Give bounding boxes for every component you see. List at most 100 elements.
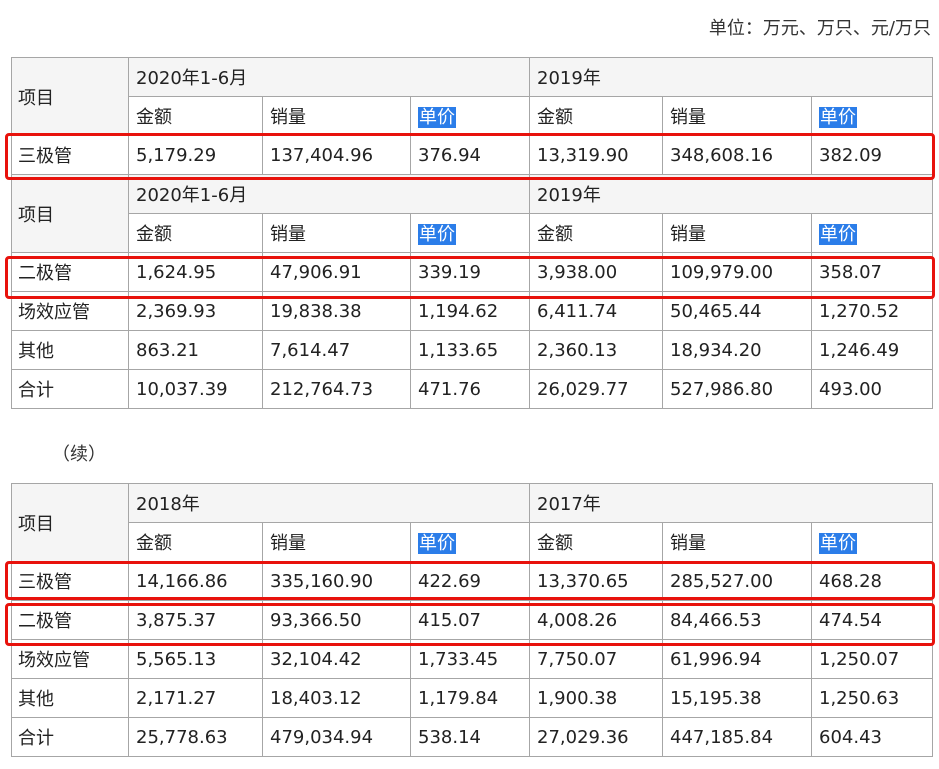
col-header-volume: 销量 [262,522,411,562]
cell: 10,037.39 [128,369,263,409]
header-row-columns: 金额 销量 单价 金额 销量 单价 [12,213,934,253]
cell: 538.14 [410,717,530,757]
cell: 285,527.00 [662,561,812,601]
col-header-unit-price: 单价 [409,96,531,136]
period-header-2018: 2018年 [128,483,530,523]
continued-label: （续） [52,444,106,465]
cell: 1,250.07 [811,639,933,679]
col-header-unit-price: 单价 [811,96,934,136]
cell: 335,160.90 [262,561,411,601]
cell: 415.07 [410,600,530,640]
cell: 422.69 [410,561,530,601]
cell: 471.76 [409,369,531,409]
cell: 1,250.63 [811,678,933,718]
item-header: 项目 [11,57,129,136]
cell: 1,624.95 [128,252,263,292]
table-row: 其他 863.21 7,614.47 1,133.65 2,360.13 18,… [11,330,934,370]
cell: 7,750.07 [529,639,663,679]
cell: 25,778.63 [128,717,263,757]
header-row-columns: 金额 销量 单价 金额 销量 单价 [12,96,934,136]
cell: 15,195.38 [662,678,812,718]
col-header-amount: 金额 [529,522,663,562]
header-row-periods: 项目 2018年 2017年 [11,483,933,562]
col-header-amount: 金额 [128,522,263,562]
col-header-unit-price: 单价 [811,213,934,253]
row-label: 二极管 [11,600,129,640]
cell: 5,565.13 [128,639,263,679]
highlighted-text: 单价 [819,224,858,245]
cell: 1,194.62 [409,291,531,331]
sales-table-2018-2017: 项目 2018年 2017年 金额 销量 单价 金额 销量 单价 三极管 14,… [11,483,933,757]
table-row: 二极管 3,875.37 93,366.50 415.07 4,008.26 8… [11,600,933,640]
row-label: 其他 [11,678,129,718]
row-label: 三极管 [11,561,129,601]
cell: 527,986.80 [662,369,813,409]
highlighted-text: 单价 [418,224,456,245]
item-header: 项目 [11,174,129,253]
table-row: 场效应管 2,369.93 19,838.38 1,194.62 6,411.7… [11,291,934,331]
header-row-columns: 金额 销量 单价 金额 销量 单价 [12,522,933,562]
cell: 18,403.12 [262,678,411,718]
cell: 14,166.86 [128,561,263,601]
cell: 212,764.73 [262,369,411,409]
table-row: 二极管 1,624.95 47,906.91 339.19 3,938.00 1… [11,252,934,292]
col-header-volume: 销量 [262,213,411,253]
cell: 7,614.47 [262,330,411,370]
col-header-volume: 销量 [662,96,813,136]
col-header-unit-price: 单价 [409,213,531,253]
period-header-2017: 2017年 [529,483,933,523]
unit-note: 单位：万元、万只、元/万只 [708,18,931,39]
cell: 339.19 [409,252,531,292]
row-label: 三极管 [11,135,129,175]
cell: 13,370.65 [529,561,663,601]
cell: 61,996.94 [662,639,812,679]
cell: 382.09 [811,135,934,175]
highlighted-text: 单价 [418,533,456,554]
cell: 468.28 [811,561,933,601]
row-label: 合计 [11,717,129,757]
cell: 19,838.38 [262,291,411,331]
period-header-2020h1: 2020年1-6月 [127,57,531,97]
cell: 3,875.37 [128,600,263,640]
col-header-unit-price: 单价 [410,522,530,562]
cell: 4,008.26 [529,600,663,640]
cell: 479,034.94 [262,717,411,757]
row-label: 二极管 [11,252,129,292]
cell: 1,133.65 [409,330,531,370]
table-row: 其他 2,171.27 18,403.12 1,179.84 1,900.38 … [11,678,933,718]
cell: 1,179.84 [410,678,530,718]
cell: 3,938.00 [529,252,664,292]
period-header-2020h1: 2020年1-6月 [127,174,531,214]
cell: 6,411.74 [529,291,664,331]
cell: 376.94 [409,135,531,175]
cell: 18,934.20 [662,330,813,370]
cell: 5,179.29 [128,135,263,175]
col-header-unit-price: 单价 [811,522,933,562]
col-header-volume: 销量 [262,96,411,136]
row-label: 场效应管 [11,639,129,679]
col-header-amount: 金额 [128,96,263,136]
highlighted-text: 单价 [418,107,456,128]
cell: 32,104.42 [262,639,411,679]
table-row: 合计 25,778.63 479,034.94 538.14 27,029.36… [11,717,933,757]
cell: 1,246.49 [811,330,934,370]
cell: 47,906.91 [262,252,411,292]
highlighted-text: 单价 [819,533,857,554]
cell: 348,608.16 [662,135,813,175]
cell: 50,465.44 [662,291,813,331]
header-row-periods: 项目 2020年1-6月 2019年 [11,57,934,136]
cell: 493.00 [811,369,934,409]
cell: 863.21 [128,330,263,370]
cell: 2,369.93 [128,291,263,331]
cell: 84,466.53 [662,600,812,640]
cell: 2,360.13 [529,330,664,370]
col-header-volume: 销量 [662,522,812,562]
table-row: 三极管 5,179.29 137,404.96 376.94 13,319.90… [11,135,934,175]
col-header-amount: 金额 [128,213,263,253]
cell: 604.43 [811,717,933,757]
highlighted-text: 单价 [819,107,858,128]
table-row: 场效应管 5,565.13 32,104.42 1,733.45 7,750.0… [11,639,933,679]
table-row: 三极管 14,166.86 335,160.90 422.69 13,370.6… [11,561,933,601]
table-row: 合计 10,037.39 212,764.73 471.76 26,029.77… [11,369,934,409]
cell: 1,270.52 [811,291,934,331]
